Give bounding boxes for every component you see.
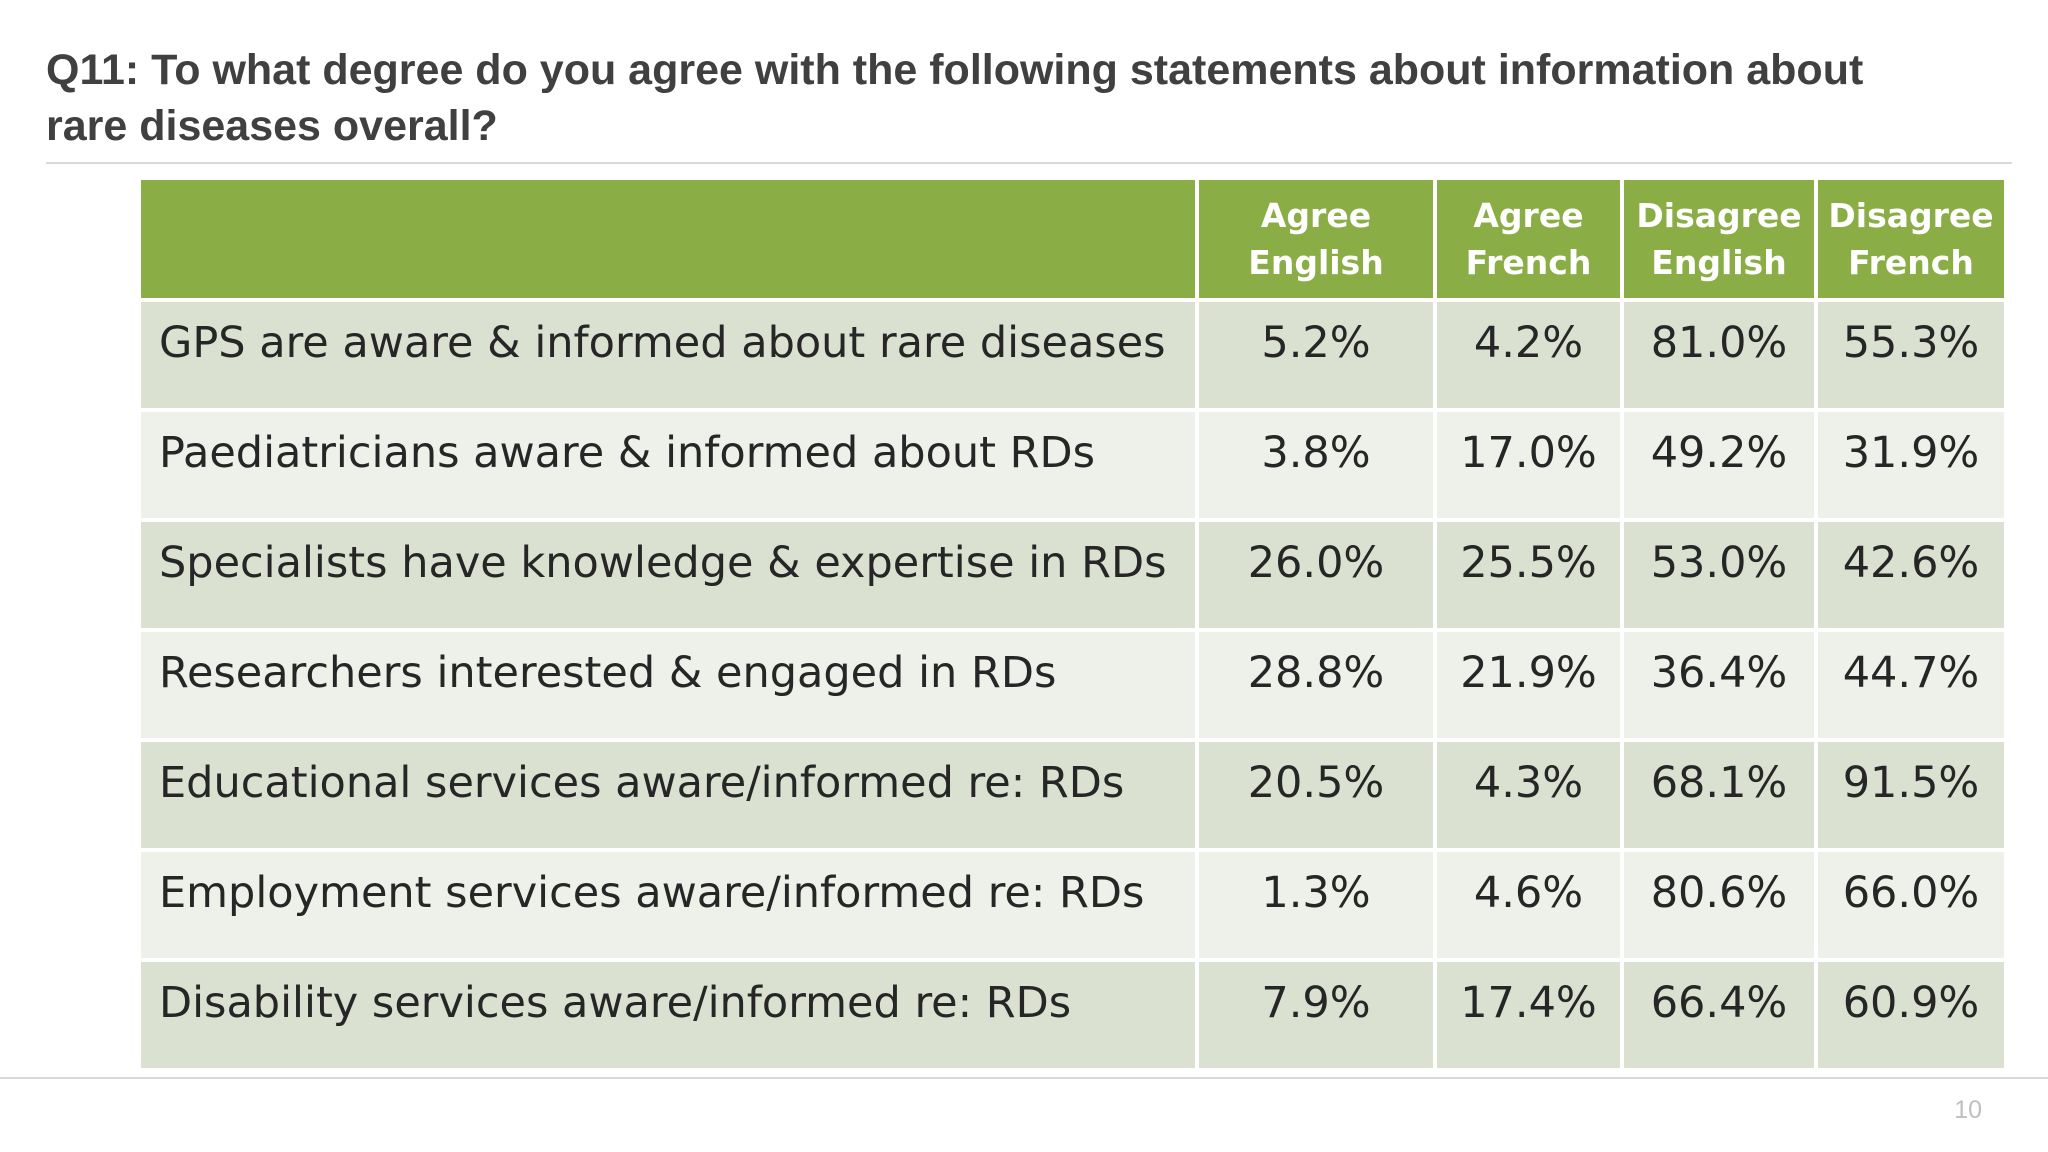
value-disagree-english: 36.4% bbox=[1624, 632, 1814, 738]
value-agree-french: 4.3% bbox=[1437, 742, 1620, 848]
table-row: GPS are aware & informed about rare dise… bbox=[141, 302, 2004, 408]
footer-divider bbox=[0, 1077, 2048, 1079]
table-header-row: Agree English Agree French Disagree English… bbox=[141, 180, 2004, 298]
value-agree-french: 21.9% bbox=[1437, 632, 1620, 738]
header-cell-disagree-english: Disagree English bbox=[1624, 180, 1814, 298]
page-title: Q11: To what degree do you agree with th… bbox=[46, 46, 1864, 150]
table-row: Disability services aware/informed re: R… bbox=[141, 962, 2004, 1068]
row-label: Employment services aware/informed re: R… bbox=[141, 852, 1195, 958]
value-disagree-english: 66.4% bbox=[1624, 962, 1814, 1068]
row-label: Researchers interested & engaged in RDs bbox=[141, 632, 1195, 738]
value-agree-french: 4.6% bbox=[1437, 852, 1620, 958]
table-row: Employment services aware/informed re: R… bbox=[141, 852, 2004, 958]
title-divider bbox=[46, 162, 2012, 164]
row-label: Educational services aware/informed re: … bbox=[141, 742, 1195, 848]
value-disagree-french: 44.7% bbox=[1818, 632, 2004, 738]
value-agree-english: 20.5% bbox=[1199, 742, 1433, 848]
value-disagree-french: 55.3% bbox=[1818, 302, 2004, 408]
value-agree-english: 5.2% bbox=[1199, 302, 1433, 408]
row-label: GPS are aware & informed about rare dise… bbox=[141, 302, 1195, 408]
header-cell-disagree-french: Disagree French bbox=[1818, 180, 2004, 298]
value-agree-french: 25.5% bbox=[1437, 522, 1620, 628]
value-disagree-french: 42.6% bbox=[1818, 522, 2004, 628]
value-disagree-english: 81.0% bbox=[1624, 302, 1814, 408]
value-disagree-english: 68.1% bbox=[1624, 742, 1814, 848]
row-label: Specialists have knowledge & expertise i… bbox=[141, 522, 1195, 628]
results-table: Agree English Agree French Disagree English… bbox=[137, 176, 2008, 1072]
page-number: 10 bbox=[1954, 1096, 1982, 1124]
value-agree-english: 28.8% bbox=[1199, 632, 1433, 738]
value-agree-french: 4.2% bbox=[1437, 302, 1620, 408]
value-disagree-french: 66.0% bbox=[1818, 852, 2004, 958]
value-agree-english: 1.3% bbox=[1199, 852, 1433, 958]
value-disagree-english: 53.0% bbox=[1624, 522, 1814, 628]
table-row: Specialists have knowledge & expertise i… bbox=[141, 522, 2004, 628]
value-agree-french: 17.0% bbox=[1437, 412, 1620, 518]
value-disagree-french: 60.9% bbox=[1818, 962, 2004, 1068]
header-cell-agree-french: Agree French bbox=[1437, 180, 1620, 298]
header-cell-label bbox=[141, 180, 1195, 298]
value-disagree-french: 31.9% bbox=[1818, 412, 2004, 518]
value-disagree-french: 91.5% bbox=[1818, 742, 2004, 848]
value-agree-english: 26.0% bbox=[1199, 522, 1433, 628]
value-disagree-english: 80.6% bbox=[1624, 852, 1814, 958]
value-agree-english: 3.8% bbox=[1199, 412, 1433, 518]
value-disagree-english: 49.2% bbox=[1624, 412, 1814, 518]
row-label: Disability services aware/informed re: R… bbox=[141, 962, 1195, 1068]
row-label: Paediatricians aware & informed about RD… bbox=[141, 412, 1195, 518]
table-row: Educational services aware/informed re: … bbox=[141, 742, 2004, 848]
header-cell-agree-english: Agree English bbox=[1199, 180, 1433, 298]
table-row: Researchers interested & engaged in RDs … bbox=[141, 632, 2004, 738]
value-agree-english: 7.9% bbox=[1199, 962, 1433, 1068]
value-agree-french: 17.4% bbox=[1437, 962, 1620, 1068]
table-row: Paediatricians aware & informed about RD… bbox=[141, 412, 2004, 518]
